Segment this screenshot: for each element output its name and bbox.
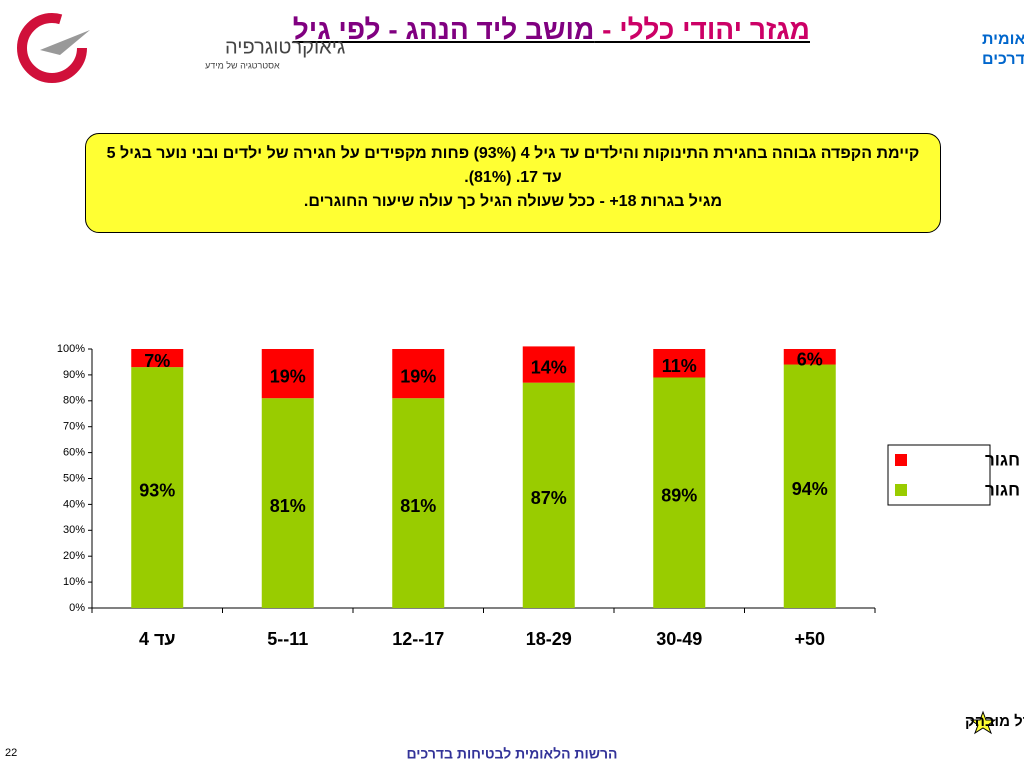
bar-segment — [131, 367, 184, 608]
bar-segment — [653, 377, 706, 608]
star-icon — [969, 710, 997, 735]
y-tick-label: 50% — [63, 472, 85, 484]
bar-segment — [261, 349, 314, 399]
x-tick-label: +50 — [794, 629, 825, 649]
y-tick-label: 70% — [63, 421, 85, 433]
y-tick-label: 60% — [63, 447, 85, 459]
title-part: מושב ליד הנהג - לפי גיל — [292, 14, 595, 45]
bar-segment — [392, 398, 445, 608]
value-label: 7% — [144, 351, 170, 371]
legend-label: חגור — [985, 480, 1020, 499]
bar-segment — [783, 364, 836, 608]
legend-note: הבדל מובהק — [965, 713, 1024, 730]
info-box: קיימת הקפדה גבוהה בחגירת התינוקות והילדי… — [85, 133, 941, 233]
x-tick-label: 30-49 — [656, 629, 702, 649]
value-label: 94% — [792, 479, 828, 499]
x-tick-label: 5--11 — [267, 629, 308, 649]
y-tick-label: 80% — [63, 395, 85, 407]
legend-swatch — [895, 484, 907, 496]
y-tick-label: 10% — [63, 576, 85, 588]
bar-segment — [522, 346, 575, 383]
x-tick-label: 18-29 — [526, 629, 572, 649]
legend-swatch — [895, 454, 907, 466]
bar-segment — [522, 382, 575, 608]
logo-mark — [40, 30, 90, 55]
value-label: 19% — [400, 366, 436, 386]
x-tick-label: 12--17 — [392, 629, 444, 649]
y-tick-label: 0% — [69, 602, 85, 614]
value-label: 11% — [662, 356, 697, 376]
y-tick-label: 20% — [63, 550, 85, 562]
bar-segment — [653, 349, 706, 378]
value-label: 89% — [661, 485, 697, 505]
org-name: הרשות הלאומית — [982, 30, 1024, 48]
bar-segment — [131, 349, 184, 368]
logo-name: גיאוקרטוגרפיה — [225, 36, 345, 58]
y-tick-label: 100% — [57, 343, 85, 355]
slide-title: מגזר יהודי כללי - מושב ליד הנהג - לפי גי… — [290, 8, 810, 52]
legend-label: לא חגור — [985, 450, 1024, 469]
value-label: 93% — [139, 480, 175, 500]
value-label: 19% — [270, 366, 306, 386]
logo-mark — [17, 13, 87, 83]
bar-segment — [783, 349, 836, 365]
logo-tagline: אסטרטגיה של מידע — [205, 60, 280, 70]
bar-segment — [261, 398, 314, 608]
y-tick-label: 90% — [63, 369, 85, 381]
value-label: 6% — [797, 350, 823, 370]
bar-segment — [392, 349, 445, 399]
x-tick-label: עד 4 — [139, 629, 176, 649]
value-label: 14% — [531, 357, 567, 377]
y-tick-label: 30% — [63, 524, 85, 536]
y-tick-label: 40% — [63, 498, 85, 510]
page-number: 22 — [5, 747, 17, 759]
logo: גיאוקרטוגרפיה אסטרטגיה של מידע — [17, 13, 345, 83]
value-label: 81% — [400, 496, 436, 516]
footer: הרשות הלאומית לבטיחות בדרכים — [406, 746, 617, 762]
title-part: מגזר יהודי כללי - — [594, 14, 810, 45]
value-label: 87% — [531, 488, 567, 508]
info-line: קיימת הקפדה גבוהה בחגירת התינוקות והילדי… — [106, 145, 920, 186]
info-line: מגיל בגרות 18+ - ככל שעולה הגיל כך עולה … — [303, 193, 723, 210]
org-name: לבטיחות בדרכים — [982, 50, 1024, 68]
value-label: 81% — [270, 496, 306, 516]
